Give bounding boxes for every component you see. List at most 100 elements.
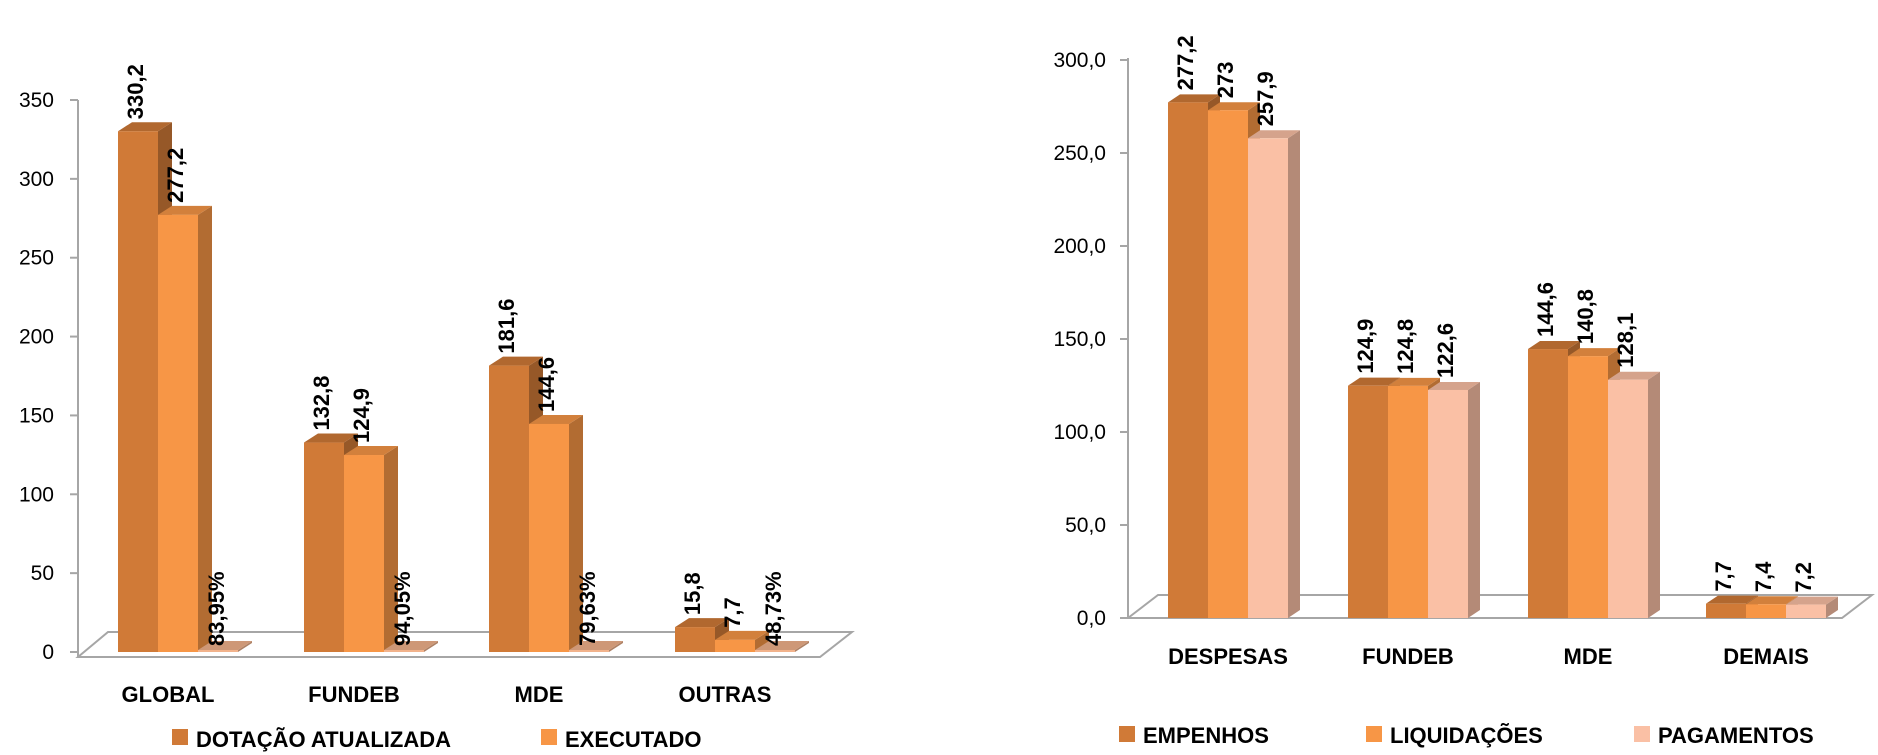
right-bar-2-3 [1786,596,1838,618]
left-percent-marker-3-front [755,650,795,652]
right-legend-swatch-2 [1634,726,1650,742]
left-bar-1-2-front [529,423,569,652]
left-bar-1-1-front [344,455,384,652]
right-data-label-2-1: 122,6 [1433,323,1458,378]
left-percent-marker-1 [384,641,438,652]
left-y-tick-label: 250 [19,247,54,270]
right-bar-2-1-side [1468,381,1480,618]
left-bar-1-2-top [529,414,583,424]
left-percent-marker-2 [569,641,623,652]
right-bar-1-0-top [1208,102,1260,111]
left-bar-1-3-side [755,630,769,652]
left-bar-0-3-front [675,627,715,652]
right-bar-1-0-front [1208,110,1248,618]
right-data-label-0-1: 124,9 [1353,319,1378,374]
right-data-label-1-0: 273 [1213,62,1238,99]
right-bar-2-2-front [1608,379,1648,618]
left-y-tick-label: 350 [19,89,54,112]
right-y-tick-label: 200,0 [1053,235,1106,258]
right-bar-1-3-top [1746,596,1798,605]
right-bar-0-2-top [1528,341,1580,350]
left-data-label-0-0: 330,2 [123,64,148,119]
right-legend-swatch-1 [1366,726,1382,742]
left-legend-swatch-0 [172,729,188,745]
left-category-label: MDE [515,682,564,707]
left-bar-1-1 [344,446,398,652]
left-y-tick-label: 100 [19,483,54,506]
right-chart: 0,0 50,0 100,0 150,0 200,0 250,0 300,0 277,2 273… [1053,35,1875,748]
left-percent-marker-0-side [238,641,252,652]
left-data-label-0-1: 132,8 [309,375,334,430]
left-percent-label-3: 48,73% [761,571,786,646]
right-category-label: FUNDEB [1362,644,1454,669]
left-percent-marker-2-top [569,641,623,650]
right-bar-2-3-front [1786,604,1826,618]
right-y-tick-label: 150,0 [1053,328,1106,351]
right-y-tick-label: 50,0 [1065,514,1106,537]
left-data-label-0-2: 181,6 [494,299,519,354]
right-data-label-1-3: 7,4 [1751,561,1776,592]
left-percent-label-2: 79,63% [575,571,600,646]
right-bar-0-0-front [1168,102,1208,618]
left-bar-1-3-front [715,639,755,652]
left-bar-1-0-side [198,205,212,653]
left-percent-marker-0-front [198,650,238,652]
left-bar-1-2-side [569,414,583,652]
right-y-tick-label: 300,0 [1053,49,1106,72]
left-percent-label-1: 94,05% [390,571,415,646]
right-legend-label-2: PAGAMENTOS [1658,723,1814,748]
left-bar-1-0-front [158,214,198,653]
right-bar-2-0 [1248,130,1300,618]
left-percent-marker-3 [755,641,809,652]
left-percent-marker-1-side [424,641,438,652]
left-percent-marker-2-side [609,641,623,652]
right-category-label: DESPESAS [1168,644,1288,669]
left-category-label: GLOBAL [122,682,215,707]
right-data-label-1-2: 140,8 [1573,289,1598,344]
right-bar-2-1-front [1428,389,1468,618]
left-percent-marker-3-top [755,641,809,650]
left-bar-0-1-front [304,442,344,652]
left-data-label-1-0: 277,2 [163,148,188,203]
left-legend-label-1: EXECUTADO [565,727,702,752]
right-y-tick-label: 250,0 [1053,142,1106,165]
left-y-tick-label: 200 [19,326,54,349]
left-bar-1-3 [715,630,769,652]
right-bar-2-1-top [1428,381,1480,390]
left-data-label-1-1: 124,9 [349,388,374,443]
right-bar-0-1-front [1348,385,1388,618]
left-legend-label-0: DOTAÇÃO ATUALIZADA [196,727,451,752]
right-bar-1-2-front [1568,356,1608,618]
left-bar-1-1-side [384,446,398,652]
left-bar-0-2-front [489,365,529,652]
right-y-tick-label: 0,0 [1077,607,1106,630]
left-percent-marker-2-front [569,650,609,652]
left-bar-1-1-top [344,446,398,456]
right-data-label-2-2: 128,1 [1613,313,1638,368]
right-bar-0-2-front [1528,349,1568,618]
right-bar-1-1-front [1388,385,1428,618]
left-data-label-1-2: 144,6 [534,357,559,412]
left-percent-marker-1-front [384,650,424,652]
left-category-label: FUNDEB [308,682,400,707]
left-y-tick-label: 50 [31,562,54,585]
right-bar-2-2-top [1608,371,1660,380]
left-bar-1-0-top [158,205,212,215]
left-category-label: OUTRAS [679,682,772,707]
left-bar-0-0-front [118,131,158,653]
left-bar-0-1-top [304,433,358,443]
left-percent-marker-1-top [384,641,438,650]
right-data-label-2-0: 257,9 [1253,71,1278,126]
right-bar-1-3-front [1746,604,1786,618]
right-category-label: MDE [1564,644,1613,669]
right-bar-0-3-front [1706,603,1746,618]
right-data-label-0-0: 277,2 [1173,35,1198,90]
left-percent-marker-0 [198,641,252,652]
right-bar-2-1 [1428,381,1480,618]
right-bar-1-1-top [1388,377,1440,386]
right-bar-2-0-top [1248,130,1300,139]
left-percent-label-0: 83,95% [204,571,229,646]
right-y-tick-label: 100,0 [1053,421,1106,444]
left-percent-marker-0-top [198,641,252,650]
